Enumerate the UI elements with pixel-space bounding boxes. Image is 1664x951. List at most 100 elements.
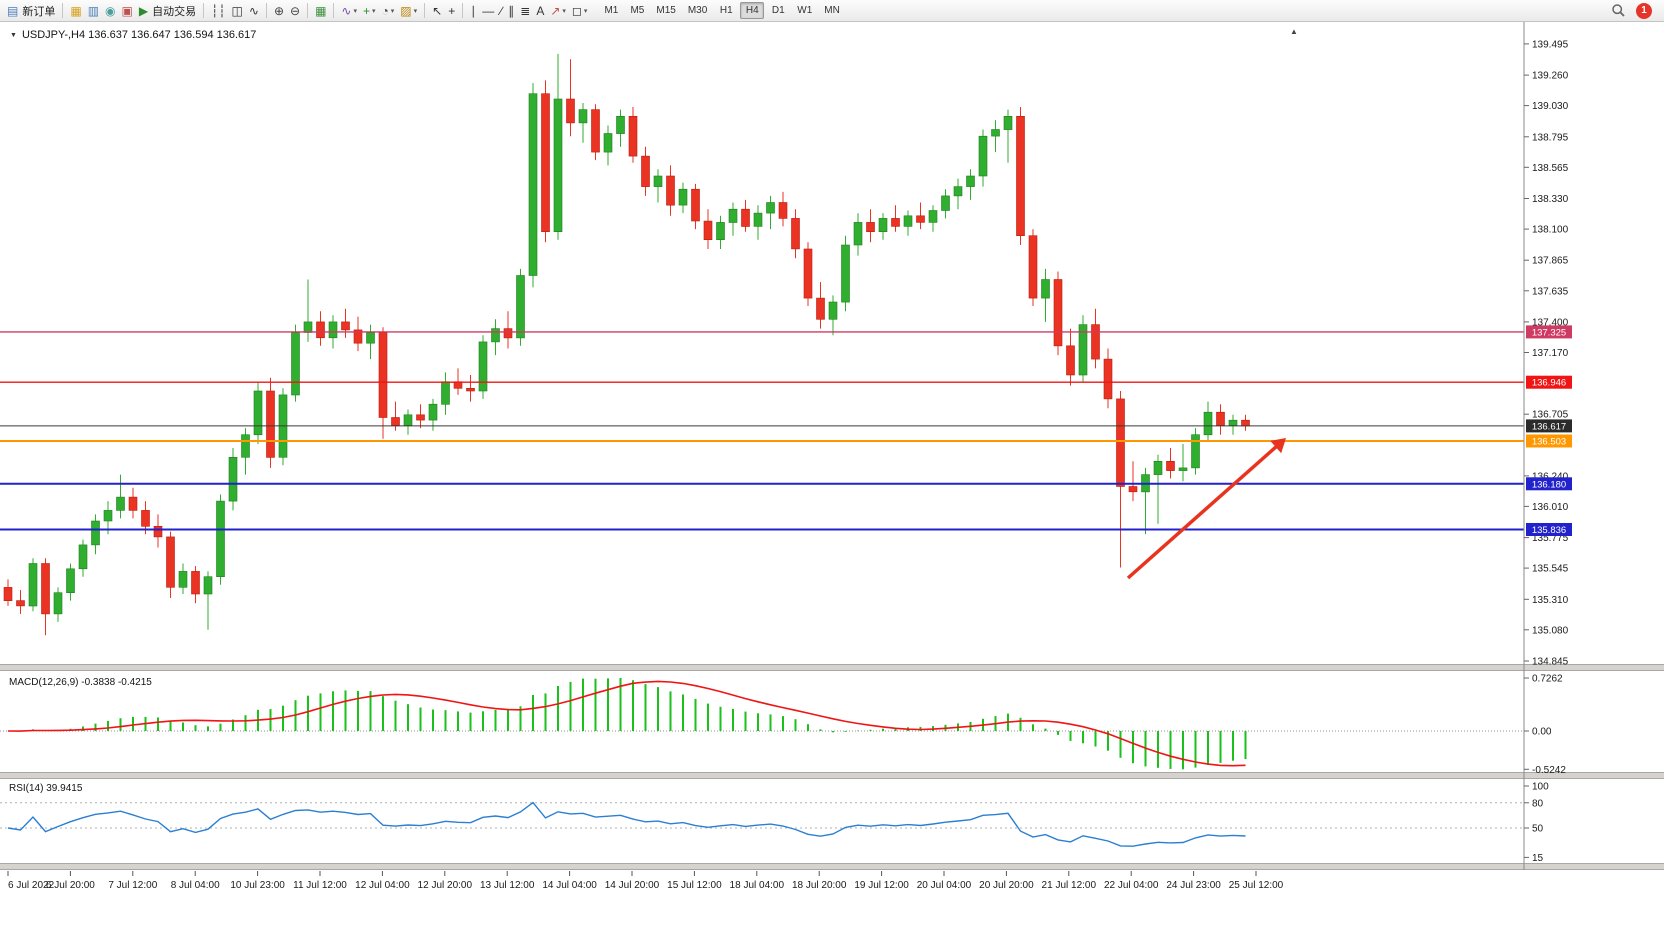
candle-body bbox=[1178, 467, 1188, 471]
candle-body bbox=[316, 321, 325, 339]
zoom-out-button[interactable]: ⊖ bbox=[287, 1, 303, 20]
price-axis-label: 134.845 bbox=[1532, 657, 1569, 668]
zoom-in-button[interactable]: ⊕ bbox=[271, 1, 287, 20]
candlestick-button[interactable]: ◫ bbox=[229, 1, 246, 20]
terminal-button[interactable]: ▣ bbox=[119, 1, 136, 20]
candle-body bbox=[1228, 419, 1238, 426]
candle-body bbox=[553, 98, 563, 232]
candle-body bbox=[516, 275, 525, 339]
time-axis-label: 12 Jul 20:00 bbox=[418, 880, 473, 891]
candle-body bbox=[216, 500, 225, 578]
price-axis-label: 136.705 bbox=[1532, 410, 1569, 421]
time-axis-label: 14 Jul 04:00 bbox=[542, 880, 597, 891]
line-chart-button[interactable]: ∿ bbox=[246, 1, 262, 20]
channel-button[interactable]: ∥ bbox=[505, 1, 517, 20]
price-chart[interactable]: 139.495 139.260 139.030 138.795 138.565 138.3… bbox=[0, 22, 1664, 951]
rsi-scale-label: 50 bbox=[1532, 824, 1544, 835]
panel-separator[interactable] bbox=[0, 863, 1664, 870]
candle-body bbox=[741, 208, 750, 227]
price-badge bbox=[1526, 325, 1572, 339]
timeframe-d1[interactable]: D1 bbox=[771, 5, 785, 16]
periods-button[interactable]: ◔ ▾ bbox=[379, 1, 398, 20]
shapes-icon: ◻ bbox=[571, 3, 582, 18]
timeframe-mn[interactable]: MN bbox=[824, 5, 840, 16]
add-indicator-button[interactable]: + ▾ bbox=[360, 1, 379, 20]
timeframe-m1[interactable]: M1 bbox=[604, 5, 619, 16]
toolbar-separator bbox=[333, 3, 335, 18]
price-axis-label: 138.100 bbox=[1532, 225, 1569, 236]
candle-body bbox=[341, 321, 350, 331]
time-axis-label: 20 Jul 04:00 bbox=[917, 880, 972, 891]
time-axis-label: 6 Jul 20:00 bbox=[46, 880, 95, 891]
text-button[interactable]: A bbox=[533, 1, 547, 20]
indicators-icon: ∿ bbox=[341, 3, 352, 18]
autotrading-icon: ▶ bbox=[138, 3, 149, 18]
arrows-button[interactable]: ↗ ▾ bbox=[547, 1, 569, 20]
candle-body bbox=[128, 496, 138, 511]
panel-separator[interactable] bbox=[0, 772, 1664, 779]
timeframe-h1[interactable]: H1 bbox=[719, 5, 733, 16]
candle-body bbox=[328, 321, 338, 339]
price-axis-label: 135.310 bbox=[1532, 595, 1569, 606]
candle-body bbox=[666, 175, 675, 206]
candle-body bbox=[91, 520, 100, 546]
vertical-line-icon: ∣ bbox=[470, 3, 477, 18]
timeframe-group: M1 M5 M15 M30 H1 H4 D1 W1 MN bbox=[598, 2, 845, 19]
scroll-end-marker-icon[interactable]: ▲ bbox=[1290, 27, 1298, 36]
timeframe-m15[interactable]: M15 bbox=[656, 5, 676, 16]
search-icon[interactable] bbox=[1611, 3, 1626, 18]
vertical-line-button[interactable]: ∣ bbox=[467, 1, 479, 20]
candle-body bbox=[416, 414, 425, 421]
candle-body bbox=[1203, 411, 1213, 436]
timeframe-m30[interactable]: M30 bbox=[687, 5, 708, 16]
fibonacci-button[interactable]: ≣ bbox=[517, 1, 533, 20]
candle-body bbox=[266, 390, 275, 458]
candle-body bbox=[728, 208, 738, 223]
candle-body bbox=[503, 328, 513, 339]
candle-body bbox=[616, 116, 625, 134]
periods-icon: ◔ bbox=[381, 3, 389, 18]
charts-button[interactable]: ▦ bbox=[67, 1, 84, 20]
candle-body bbox=[241, 434, 250, 458]
shapes-button[interactable]: ◻ ▾ bbox=[569, 1, 590, 20]
candle-body bbox=[1053, 279, 1063, 347]
time-axis-label: 13 Jul 12:00 bbox=[480, 880, 535, 891]
price-scale[interactable]: 139.495 139.260 139.030 138.795 138.565 138.3… bbox=[1523, 22, 1572, 870]
cursor-icon: ↖ bbox=[432, 3, 443, 18]
autotrading-button[interactable]: ▶ 自动交易 bbox=[136, 1, 199, 20]
price-axis-label: 135.080 bbox=[1532, 625, 1569, 636]
chart-canvas: 139.495 139.260 139.030 138.795 138.565 138.3… bbox=[0, 22, 1664, 951]
notification-badge[interactable]: 1 bbox=[1636, 2, 1652, 19]
new-order-button[interactable]: ▤ 新订单 bbox=[4, 1, 58, 20]
market-watch-button[interactable]: ▥ bbox=[85, 1, 102, 20]
candle-body bbox=[1091, 324, 1100, 360]
macd-scale-label: -0.5242 bbox=[1532, 765, 1566, 776]
price-axis-label: 138.330 bbox=[1532, 194, 1569, 205]
timeframe-w1[interactable]: W1 bbox=[797, 5, 813, 16]
horizontal-line-button[interactable]: — bbox=[479, 1, 497, 20]
time-axis-label: 11 Jul 12:00 bbox=[293, 880, 347, 891]
indicators-button[interactable]: ∿ ▾ bbox=[338, 1, 360, 20]
crosshair-icon: + bbox=[448, 3, 456, 18]
crosshair-button[interactable]: + bbox=[445, 1, 458, 20]
time-axis-label: 19 Jul 12:00 bbox=[854, 880, 909, 891]
time-axis-label: 22 Jul 04:00 bbox=[1104, 880, 1159, 891]
price-badge-value: 136.946 bbox=[1532, 378, 1566, 389]
templates-button[interactable]: ▨ ▾ bbox=[397, 1, 420, 20]
navigator-button[interactable]: ◉ bbox=[102, 1, 118, 20]
text-icon: A bbox=[536, 3, 545, 18]
bar-chart-button[interactable]: ┆┆ bbox=[208, 1, 228, 20]
panel-separator[interactable] bbox=[0, 664, 1664, 671]
candle-body bbox=[991, 129, 1000, 137]
tile-windows-button[interactable]: ▦ bbox=[312, 1, 329, 20]
timeframe-h4[interactable]: H4 bbox=[740, 2, 765, 19]
trend-arrow[interactable] bbox=[1126, 438, 1286, 580]
price-badge bbox=[1526, 419, 1572, 433]
time-axis-label: 24 Jul 23:00 bbox=[1166, 880, 1221, 891]
cursor-button[interactable]: ↖ bbox=[429, 1, 445, 20]
trendline-button[interactable]: ∕ bbox=[497, 1, 505, 20]
timeframe-m5[interactable]: M5 bbox=[630, 5, 645, 16]
macd-signal-line bbox=[7, 680, 1246, 767]
candle-body bbox=[753, 212, 763, 227]
